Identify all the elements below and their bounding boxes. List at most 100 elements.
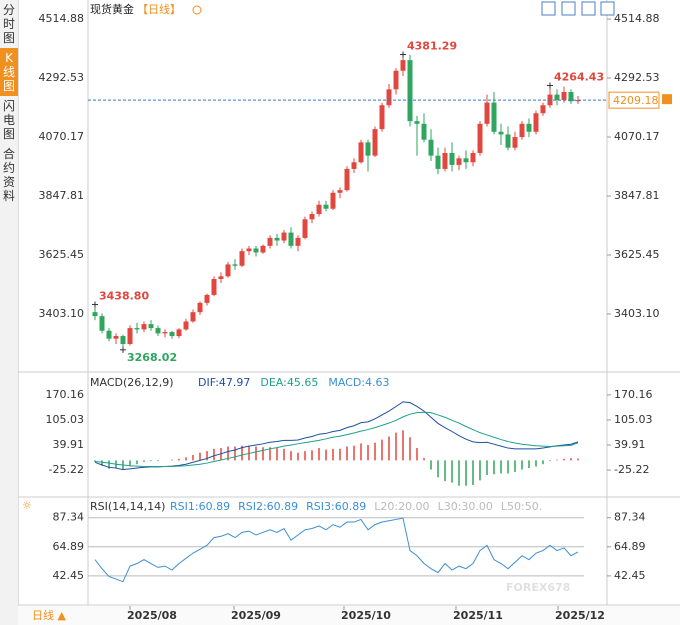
y-tick-label-left: 3403.10 xyxy=(39,307,85,320)
y-tick-label-right: 3847.81 xyxy=(614,189,660,202)
candle-body xyxy=(281,232,287,241)
candle-body xyxy=(414,121,420,124)
candle-body xyxy=(295,237,301,246)
candle-body xyxy=(498,131,504,135)
annotation-label: 4381.29 xyxy=(407,39,457,52)
candle-body xyxy=(113,336,119,339)
candle-body xyxy=(253,248,259,253)
y-tick-label-right: -25.22 xyxy=(614,463,649,476)
candle-body xyxy=(267,237,273,246)
y-tick-label-right: 42.45 xyxy=(614,569,646,582)
y-tick-label-left: 42.45 xyxy=(53,569,85,582)
candle-body xyxy=(148,324,154,329)
candle-body xyxy=(134,328,140,330)
candle-body xyxy=(575,100,581,102)
candle-body xyxy=(162,332,168,334)
candle-body xyxy=(463,158,469,163)
candle-body xyxy=(512,137,518,148)
candle-body xyxy=(400,60,406,71)
y-tick-label-left: 4292.53 xyxy=(39,71,85,84)
candle-body xyxy=(274,237,280,241)
x-tick-label: 2025/11 xyxy=(453,609,503,622)
y-tick-label-left: 4070.17 xyxy=(39,130,85,143)
toolbar-icon[interactable] xyxy=(581,1,596,16)
candle-body xyxy=(519,123,525,138)
candle-body xyxy=(106,330,112,339)
candle-body xyxy=(365,142,371,156)
annotation-label: 4264.43 xyxy=(554,70,604,83)
y-tick-label-right: 3403.10 xyxy=(614,307,660,320)
y-tick-label-left: 170.16 xyxy=(46,388,85,401)
y-tick-label-left: 3847.81 xyxy=(39,189,85,202)
candle-body xyxy=(183,321,189,330)
bottom-bar xyxy=(18,606,680,625)
period-button[interactable]: 日线 ▲ xyxy=(32,608,66,622)
toolbar-icon[interactable] xyxy=(541,1,556,16)
candle-body xyxy=(421,123,427,140)
x-tick-label: 2025/12 xyxy=(555,609,605,622)
candle-body xyxy=(526,123,532,132)
candle-body xyxy=(323,204,329,209)
chart-title: 现货黄金 xyxy=(90,2,134,16)
side-tab[interactable]: 合约资料 xyxy=(2,147,15,203)
candle-body xyxy=(246,248,252,252)
candle-body xyxy=(218,276,224,280)
legend-entry: RSI1:60.89 xyxy=(170,500,230,513)
annotation-label: 3268.02 xyxy=(127,351,177,364)
candle-body xyxy=(554,94,560,100)
legend-entry: DIF:47.97 xyxy=(198,376,250,389)
y-tick-label-left: 87.34 xyxy=(53,511,85,524)
candle-body xyxy=(505,134,511,148)
candle-body xyxy=(190,312,196,322)
y-tick-label-left: 64.89 xyxy=(53,540,85,553)
y-tick-label-left: 3625.45 xyxy=(39,248,85,261)
candle-body xyxy=(211,279,217,295)
candle-body xyxy=(239,251,245,266)
candle-body xyxy=(344,168,350,191)
candle-body xyxy=(169,332,175,337)
legend-entry: DEA:45.65 xyxy=(260,376,318,389)
toolbar-icon[interactable] xyxy=(600,1,615,16)
settings-icon: ☼ xyxy=(22,499,32,512)
sidebar: 分时图 K线图闪电图合约资料 xyxy=(0,0,19,625)
candle-body xyxy=(288,232,294,246)
candle-body xyxy=(435,155,441,169)
candle-body xyxy=(484,102,490,124)
candle-body xyxy=(127,328,133,345)
side-tab[interactable]: 分时图 xyxy=(2,3,15,45)
panel-title: MACD(26,12,9) xyxy=(90,376,174,389)
candle-body xyxy=(442,152,448,169)
watermark: FOREX678 xyxy=(506,581,570,594)
annotation-label: 3438.80 xyxy=(99,290,149,303)
chart: 现货黄金 【日线】 4514.88 4514.88 4292.53 4292.53 4070… xyxy=(18,0,680,625)
candle-body xyxy=(393,70,399,90)
y-tick-label-right: 4070.17 xyxy=(614,130,660,143)
candle-body xyxy=(449,152,455,165)
candle-body xyxy=(176,329,182,337)
candle-body xyxy=(260,245,266,253)
rsi-line xyxy=(94,517,579,583)
y-tick-label-right: 87.34 xyxy=(614,511,646,524)
toolbar-icon[interactable] xyxy=(561,1,576,16)
candle-body xyxy=(456,158,462,165)
last-price-label: 4209.18 xyxy=(613,94,659,107)
macd-line xyxy=(94,401,579,471)
y-tick-label-left: 105.03 xyxy=(46,413,85,426)
last-price-icon xyxy=(662,94,672,105)
y-tick-label-right: 170.16 xyxy=(614,388,653,401)
y-tick-label-right: 64.89 xyxy=(614,540,646,553)
x-tick-label: 2025/10 xyxy=(341,609,391,622)
legend-entry: MACD:4.63 xyxy=(328,376,389,389)
candle-body xyxy=(379,105,385,130)
candle-body xyxy=(155,328,161,334)
candle-body xyxy=(540,105,546,114)
candle-body xyxy=(470,152,476,163)
side-tab[interactable]: K线图 xyxy=(0,48,18,96)
candle-body xyxy=(568,91,574,102)
candle-body xyxy=(204,294,210,303)
candle-body xyxy=(120,336,126,345)
legend-entry: RSI2:60.89 xyxy=(238,500,298,513)
side-tab[interactable]: 闪电图 xyxy=(2,99,15,141)
x-tick-label: 2025/09 xyxy=(231,609,281,622)
